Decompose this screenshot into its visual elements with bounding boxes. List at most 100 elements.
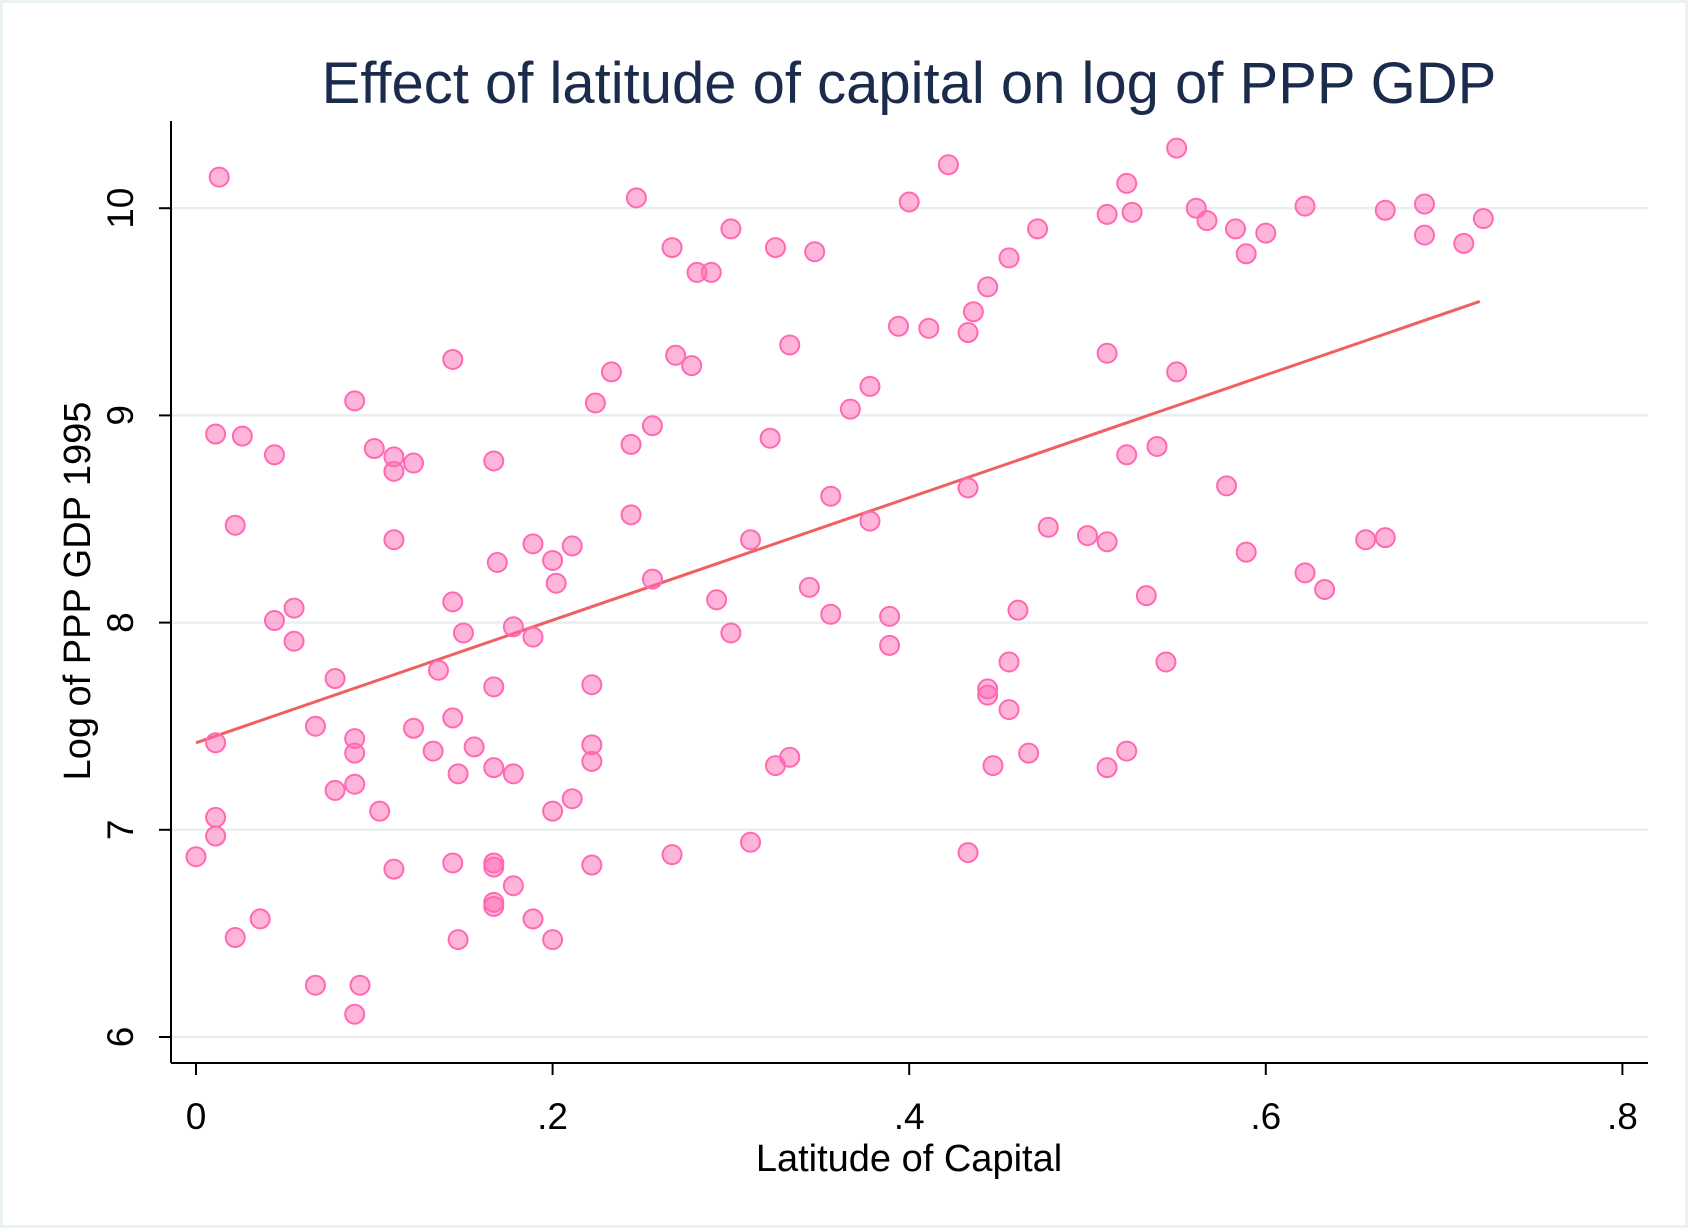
data-point-50 — [502, 616, 524, 638]
data-point-55 — [522, 908, 544, 930]
data-point-138 — [1294, 195, 1316, 217]
data-point-100 — [918, 317, 940, 339]
data-point-89 — [798, 576, 820, 598]
data-point-34 — [442, 348, 464, 370]
data-point-10 — [263, 444, 285, 466]
data-point-144 — [1413, 193, 1435, 215]
data-point-113 — [1007, 599, 1029, 621]
data-point-106 — [977, 276, 999, 298]
data-point-139 — [1294, 562, 1316, 584]
data-point-118 — [1096, 203, 1118, 225]
data-point-16 — [324, 668, 346, 690]
data-point-142 — [1374, 199, 1396, 221]
data-point-124 — [1116, 740, 1138, 762]
data-point-141 — [1355, 529, 1377, 551]
data-point-39 — [447, 929, 469, 951]
data-point-53 — [522, 533, 544, 555]
data-point-36 — [442, 707, 464, 729]
data-point-42 — [483, 450, 505, 472]
data-point-62 — [581, 674, 603, 696]
data-point-8 — [231, 425, 253, 447]
data-point-20 — [344, 742, 366, 764]
data-point-98 — [888, 315, 910, 337]
data-point-44 — [483, 757, 505, 779]
data-point-22 — [344, 1003, 366, 1025]
x-tick-label-1: .2 — [537, 1096, 568, 1137]
data-point-46 — [483, 856, 505, 878]
data-point-122 — [1116, 172, 1138, 194]
data-point-123 — [1116, 444, 1138, 466]
data-point-115 — [1027, 218, 1049, 240]
data-point-94 — [859, 375, 881, 397]
data-point-35 — [442, 591, 464, 613]
data-point-25 — [369, 800, 391, 822]
data-point-7 — [224, 927, 246, 949]
data-point-117 — [1077, 525, 1098, 547]
points-layer — [185, 137, 1494, 1025]
y-tick-label-10: 10 — [100, 188, 141, 229]
data-point-72 — [641, 568, 663, 590]
y-axis-title: Log of PPP GDP 1995 — [57, 402, 99, 781]
data-point-85 — [764, 237, 786, 259]
data-point-130 — [1166, 361, 1188, 383]
x-tick-label-2: .4 — [894, 1096, 925, 1137]
data-point-111 — [998, 651, 1020, 673]
data-point-75 — [665, 344, 687, 366]
data-point-103 — [957, 477, 979, 499]
data-point-80 — [720, 218, 742, 240]
data-point-1 — [205, 732, 227, 754]
data-point-96 — [879, 605, 901, 627]
data-point-48 — [483, 895, 505, 917]
data-point-102 — [957, 322, 979, 344]
y-tick-label-7: 7 — [100, 820, 141, 841]
data-point-56 — [542, 549, 564, 571]
data-point-3 — [205, 825, 227, 847]
data-point-92 — [820, 603, 842, 625]
data-point-65 — [581, 854, 603, 876]
data-point-81 — [720, 622, 742, 644]
data-point-14 — [304, 715, 326, 737]
x-tick-label-4: .8 — [1607, 1096, 1638, 1137]
data-point-4 — [205, 423, 227, 445]
data-point-134 — [1224, 218, 1246, 240]
data-point-146 — [1453, 232, 1475, 254]
data-point-37 — [442, 852, 464, 874]
data-point-57 — [542, 800, 564, 822]
data-point-24 — [363, 438, 385, 460]
data-point-108 — [977, 684, 999, 706]
data-point-78 — [700, 261, 722, 283]
data-point-68 — [620, 433, 642, 455]
data-point-13 — [283, 630, 305, 652]
data-point-114 — [1018, 742, 1040, 764]
data-point-76 — [681, 355, 703, 377]
data-point-18 — [344, 390, 366, 412]
data-point-67 — [600, 361, 622, 383]
data-point-29 — [383, 858, 405, 880]
chart-title: Effect of latitude of capital on log of … — [322, 51, 1497, 116]
data-point-93 — [839, 398, 861, 420]
data-point-17 — [324, 779, 346, 801]
data-point-38 — [447, 763, 469, 785]
data-point-132 — [1196, 210, 1218, 232]
data-point-135 — [1235, 243, 1257, 265]
data-point-99 — [898, 191, 920, 213]
data-point-28 — [383, 529, 405, 551]
data-point-66 — [584, 392, 606, 414]
data-point-23 — [349, 974, 371, 996]
data-point-30 — [403, 452, 425, 474]
data-point-83 — [740, 831, 762, 853]
data-point-121 — [1096, 757, 1118, 779]
data-point-101 — [937, 154, 959, 176]
data-point-140 — [1314, 578, 1336, 600]
data-point-110 — [998, 247, 1020, 269]
x-tick-label-3: .6 — [1250, 1096, 1281, 1137]
data-point-105 — [962, 301, 984, 323]
data-point-9 — [249, 908, 271, 930]
data-point-60 — [561, 535, 583, 557]
data-point-27 — [383, 460, 405, 482]
y-tick-label-9: 9 — [100, 405, 141, 426]
data-point-41 — [463, 736, 485, 758]
data-point-120 — [1096, 531, 1118, 553]
data-point-43 — [483, 676, 505, 698]
